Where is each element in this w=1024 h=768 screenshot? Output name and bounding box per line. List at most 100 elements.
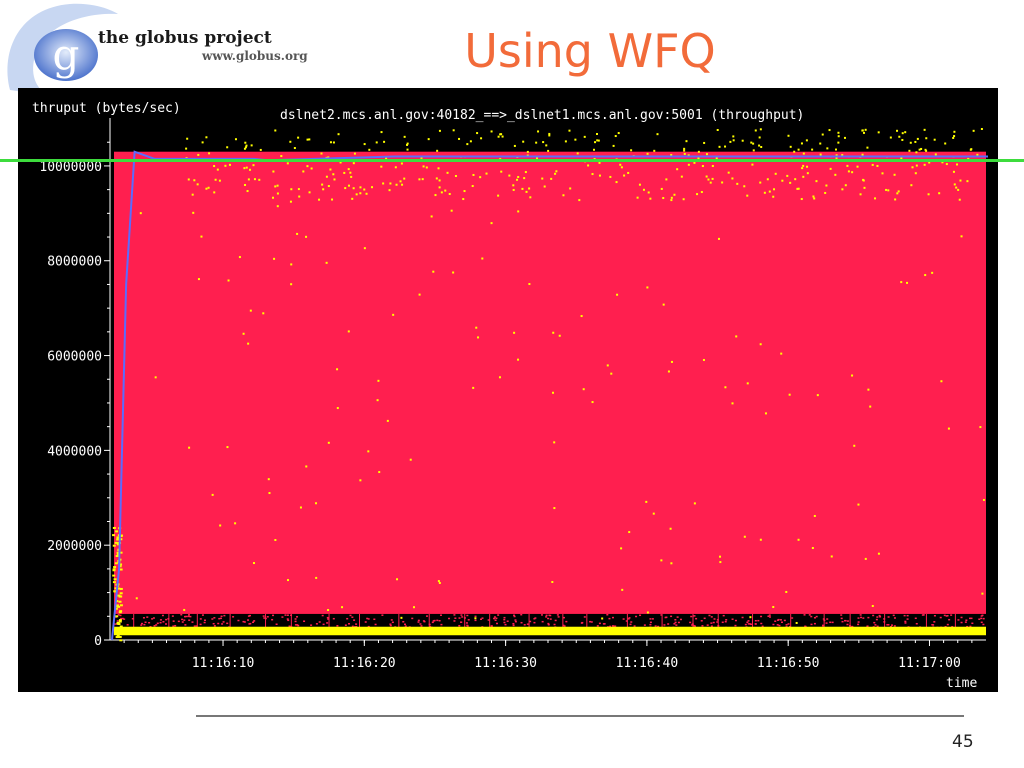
red-sample-point	[713, 618, 716, 620]
red-sample-point	[373, 618, 376, 621]
red-sample-point	[512, 622, 515, 625]
yellow-sample-point	[302, 170, 305, 173]
yellow-sample-point	[953, 183, 956, 186]
yellow-sample-point	[960, 235, 963, 238]
yellow-sample-point	[452, 129, 455, 132]
yellow-sample-point	[501, 135, 504, 138]
red-sample-point	[776, 624, 779, 626]
red-sample-point	[440, 623, 443, 626]
red-sample-point	[859, 614, 862, 616]
red-sample-point	[353, 619, 356, 621]
yellow-sample-point	[337, 133, 340, 136]
red-sample-point	[549, 618, 552, 620]
red-sample-point	[467, 619, 470, 621]
yellow-sample-point	[785, 590, 788, 593]
red-sample-point	[503, 621, 506, 624]
yellow-sample-point	[396, 578, 399, 581]
yellow-sample-point	[274, 129, 277, 132]
red-sample-point	[199, 623, 202, 626]
red-sample-point	[294, 618, 297, 620]
yellow-sample-point	[490, 222, 493, 225]
yellow-sample-point	[578, 199, 581, 202]
yellow-sample-point	[682, 198, 685, 201]
red-sample-point	[243, 621, 246, 623]
red-sample-point	[563, 625, 566, 627]
yellow-sample-point	[305, 235, 308, 238]
yellow-sample-point	[623, 174, 626, 177]
yellow-sample-point	[420, 156, 423, 159]
red-sample-point	[364, 621, 367, 623]
yellow-sample-point	[900, 281, 903, 284]
red-sample-point	[119, 614, 122, 617]
red-sample-point	[326, 622, 329, 624]
yellow-sample-point	[923, 163, 926, 166]
red-sample-point	[188, 619, 191, 621]
yellow-sample-point	[208, 152, 211, 155]
yellow-sample-point	[341, 606, 344, 609]
red-sample-point	[857, 621, 860, 623]
yellow-sample-point	[670, 196, 673, 199]
yellow-sample-point	[547, 149, 550, 152]
globus-logo: g the globus project www.globus.org	[0, 0, 330, 100]
yellow-sample-point	[329, 168, 332, 171]
yellow-sample-point	[593, 148, 596, 151]
yellow-sample-point	[516, 178, 519, 181]
yellow-sample-point	[359, 192, 362, 195]
yellow-sample-point	[406, 142, 409, 145]
yellow-sample-point	[687, 154, 690, 157]
red-sample-point	[906, 618, 909, 620]
yellow-sample-point	[981, 592, 984, 595]
yellow-sample-point	[906, 281, 909, 284]
yellow-sample-point	[280, 155, 283, 158]
yellow-sample-point	[920, 147, 923, 150]
yellow-sample-point	[871, 163, 874, 166]
yellow-sample-point	[752, 142, 755, 145]
yellow-sample-point	[512, 184, 515, 187]
yellow-sample-point	[193, 179, 196, 182]
yellow-sample-point	[959, 179, 962, 182]
yellow-sample-point	[606, 364, 609, 367]
red-sample-point	[670, 615, 673, 618]
yellow-sample-point	[525, 190, 528, 193]
red-sample-point	[315, 623, 318, 625]
yellow-sample-point	[154, 376, 157, 379]
red-sample-point	[466, 614, 469, 617]
yellow-sample-point	[702, 358, 705, 361]
red-sample-point	[754, 623, 757, 625]
red-sample-point	[813, 617, 816, 619]
red-sample-point	[804, 625, 807, 628]
y-axis-label: thruput (bytes/sec)	[32, 101, 181, 116]
yellow-sample-point	[636, 196, 639, 199]
yellow-sample-point	[780, 352, 783, 355]
red-sample-point	[533, 621, 536, 624]
yellow-sample-point	[211, 493, 214, 496]
yellow-sample-point	[440, 191, 443, 194]
red-sample-point	[433, 619, 436, 622]
yellow-sample-point	[914, 172, 917, 175]
yellow-sample-point	[349, 171, 352, 174]
red-sample-point	[226, 622, 229, 625]
yellow-sample-point	[327, 441, 330, 444]
yellow-sample-point	[119, 568, 123, 571]
yellow-sample-point	[923, 128, 926, 131]
yellow-sample-point	[329, 141, 332, 144]
yellow-sample-point	[732, 135, 735, 138]
x-tick-label: 11:17:00	[898, 656, 961, 671]
yellow-sample-point	[952, 170, 955, 173]
yellow-sample-point	[352, 187, 355, 190]
yellow-sample-point	[119, 595, 123, 598]
yellow-sample-point	[119, 587, 123, 590]
yellow-sample-point	[274, 539, 277, 542]
red-sample-point	[890, 624, 893, 626]
red-sample-point	[286, 614, 289, 616]
yellow-sample-point	[786, 174, 789, 177]
yellow-sample-point	[754, 129, 757, 132]
red-sample-point	[144, 621, 147, 624]
yellow-sample-point	[485, 172, 488, 175]
yellow-sample-point	[749, 616, 752, 619]
yellow-sample-point	[463, 190, 466, 193]
yellow-sample-point	[802, 152, 805, 155]
yellow-sample-point	[853, 444, 856, 447]
yellow-sample-point	[386, 419, 389, 422]
yellow-sample-point	[112, 568, 116, 571]
